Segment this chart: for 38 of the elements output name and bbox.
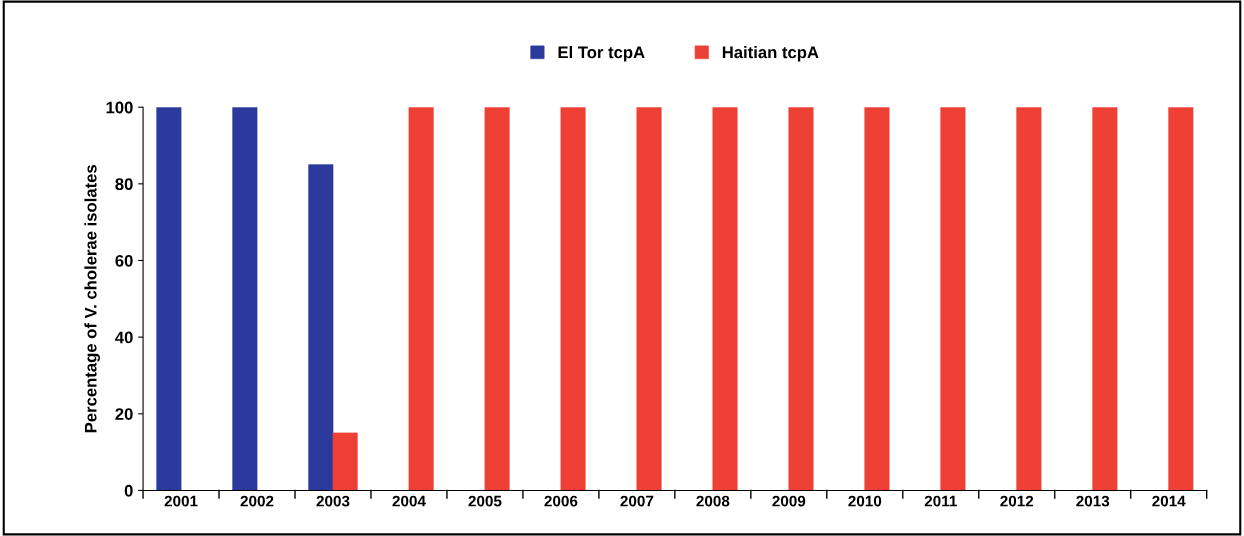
y-tick-label: 60 [115,254,133,267]
legend-label: Haitian tcpA [722,46,819,62]
y-tick-label: 100 [106,101,133,114]
x-tick-label: 2013 [1076,495,1110,507]
bar [308,164,334,491]
x-tick-label: 2007 [620,495,654,507]
y-tick-label: 40 [115,331,133,344]
x-tick-label: 2006 [544,495,578,507]
y-tick-label: 0 [124,484,133,497]
bar [788,107,814,491]
legend-label: El Tor tcpA [558,46,645,62]
y-tick-label: 20 [115,408,133,420]
x-tick-label: 2001 [164,495,198,507]
x-tick-label: 2008 [696,495,730,507]
bar [232,107,258,491]
x-tick-label: 2012 [1000,495,1034,507]
bar [864,107,890,491]
x-tick-label: 2005 [468,495,502,507]
bar [636,107,662,491]
bar [940,107,966,491]
bar [1168,107,1194,491]
bar [408,107,434,491]
x-tick-label: 2003 [316,495,350,507]
x-tick-label: 2010 [848,495,882,507]
x-tick-label: 2002 [240,495,274,507]
x-tick-label: 2009 [772,495,806,507]
y-axis-title: Percentage of V. cholerae isolates [84,165,100,433]
bar [484,107,510,491]
bar [332,432,358,491]
x-tick-label: 2014 [1152,495,1186,507]
y-tick-label: 80 [115,178,133,191]
bar [1016,107,1042,491]
bar [712,107,738,491]
bar [156,107,182,491]
bar [560,107,586,491]
bar [1092,107,1118,491]
x-tick-label: 2011 [924,495,957,507]
x-tick-label: 2004 [392,495,426,507]
